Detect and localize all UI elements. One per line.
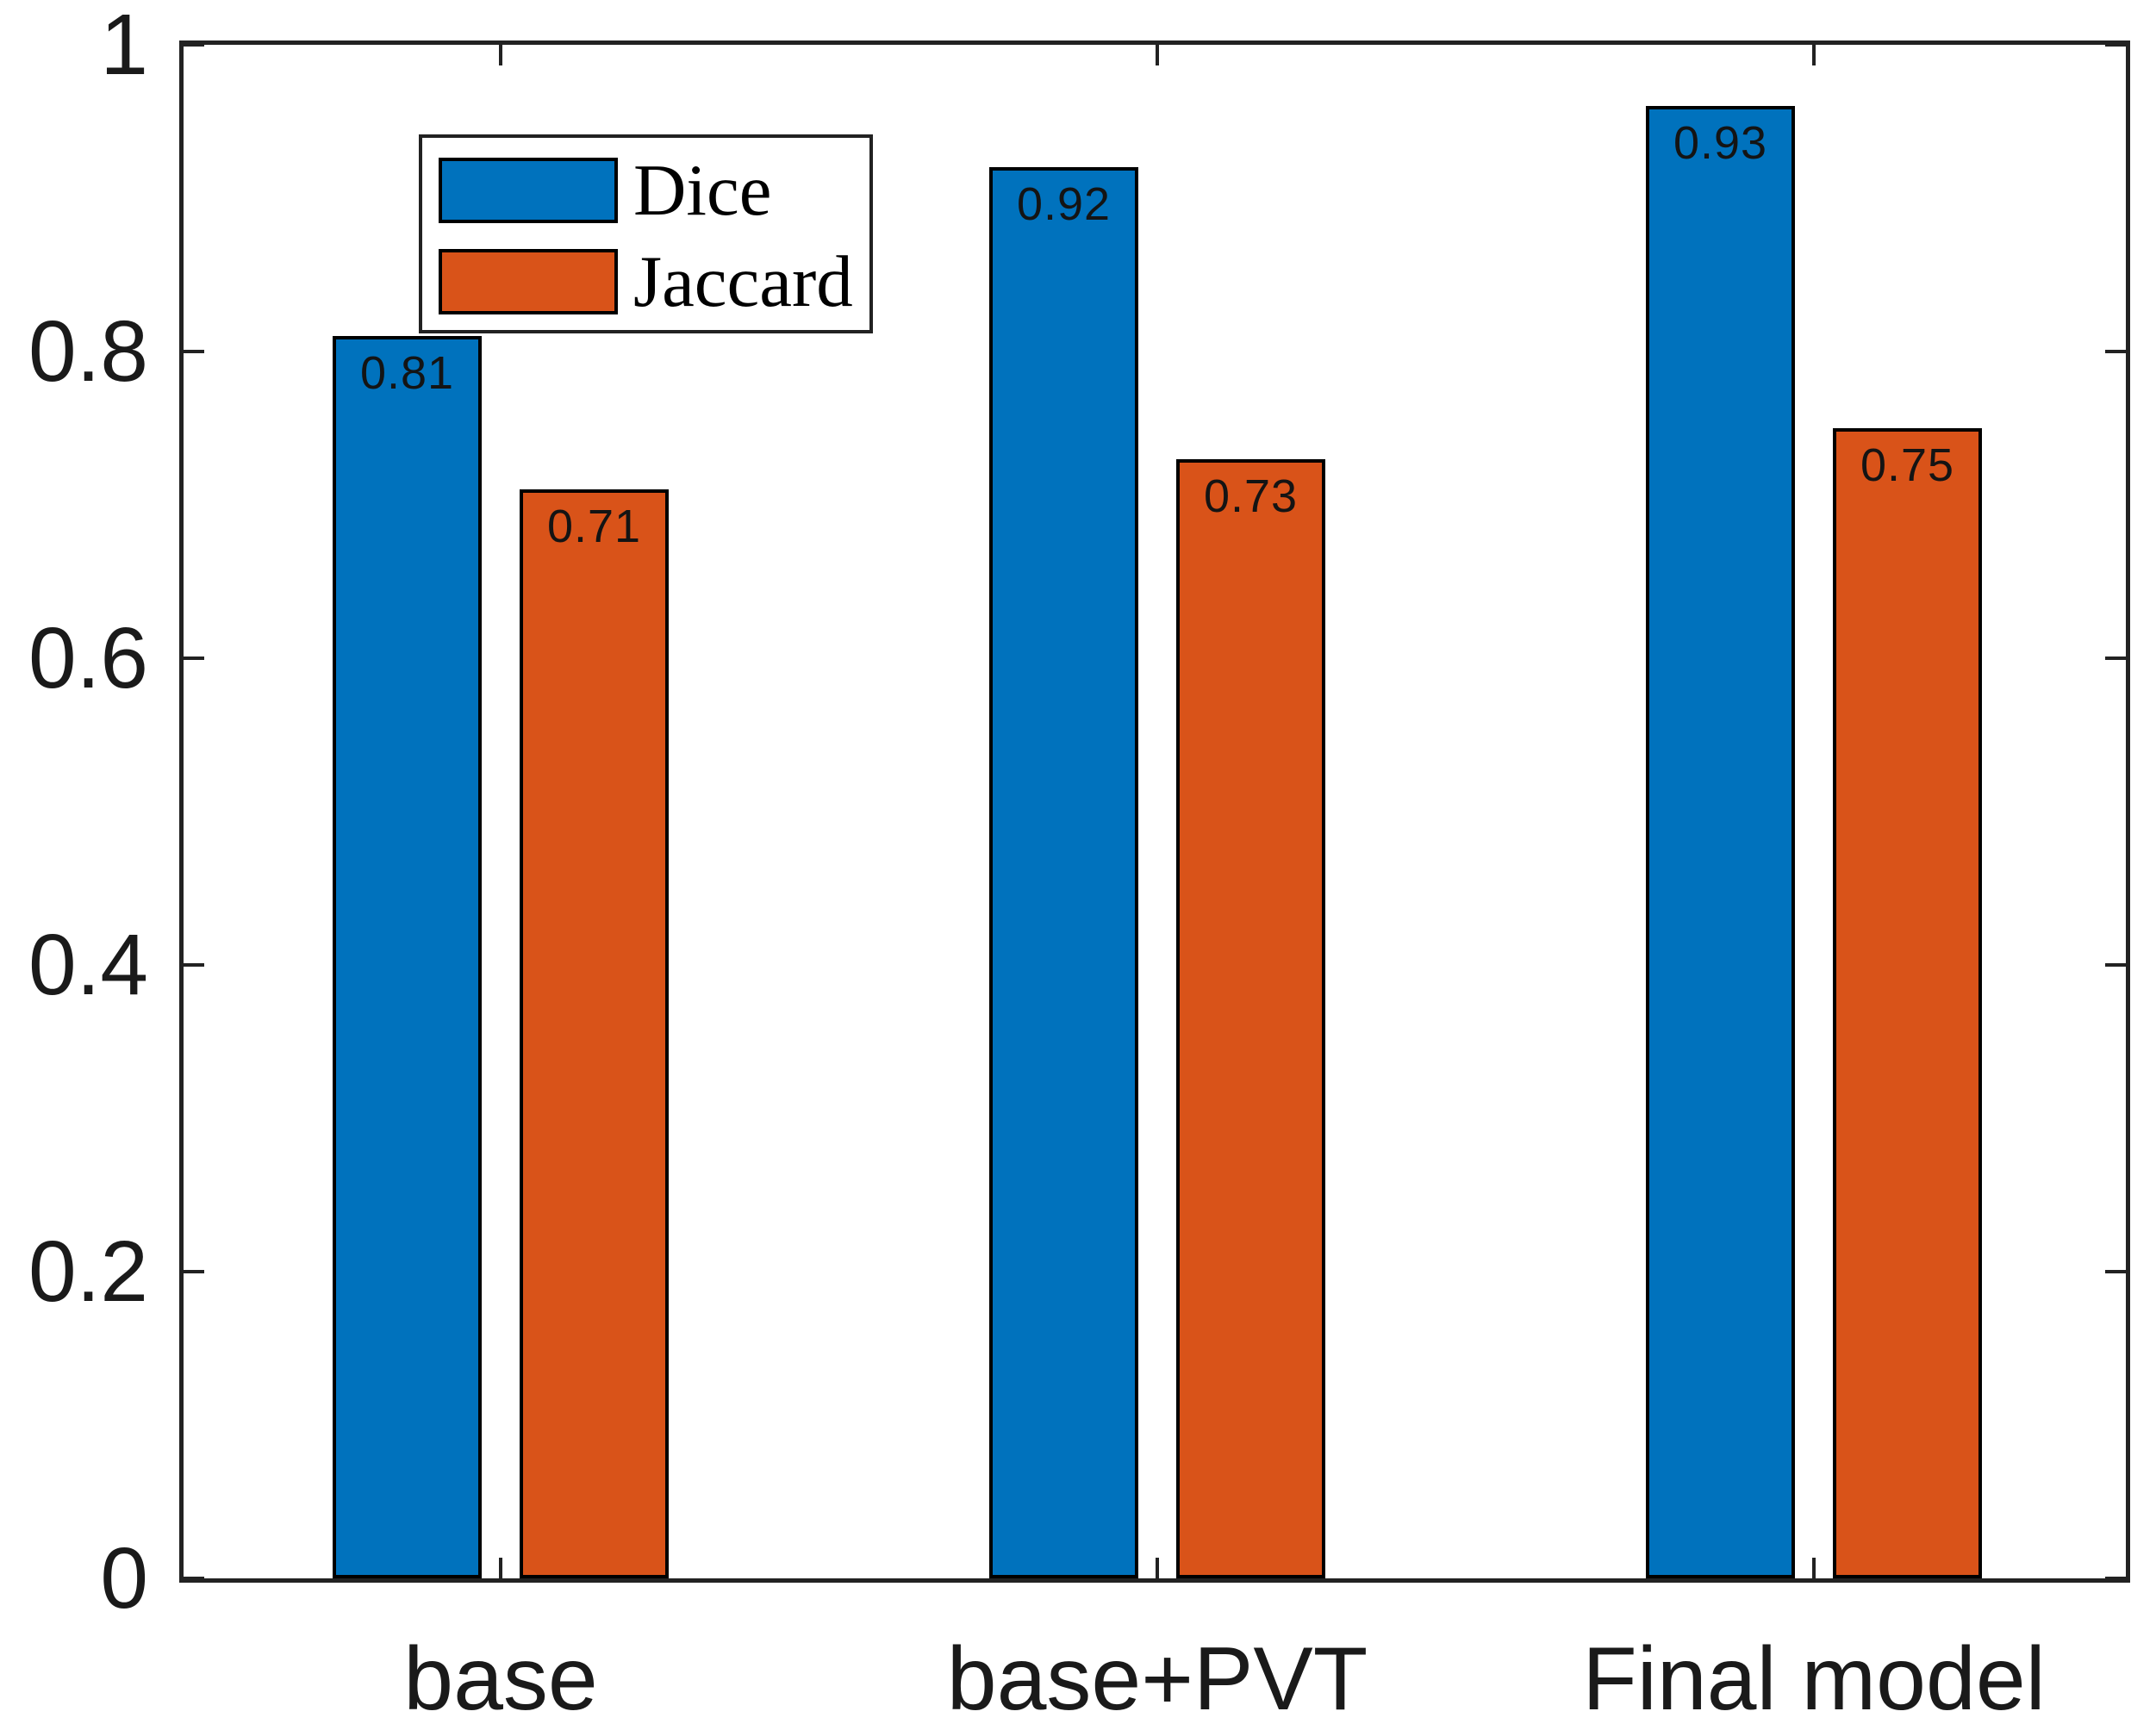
legend-label-jaccard: Jaccard <box>633 240 853 322</box>
bar-value-label: 0.73 <box>1203 470 1299 522</box>
bar-dice-base <box>333 336 482 1578</box>
y-tick-mark <box>2105 657 2126 660</box>
x-tick-mark <box>1156 1558 1159 1578</box>
x-tick-label-base-pvt: base+PVT <box>946 1629 1368 1729</box>
x-tick-label-final-model: Final model <box>1582 1629 2046 1729</box>
plot-area: Dice Jaccard 0.81 0.92 0.93 0.71 0.73 0.75 <box>179 40 2130 1583</box>
y-tick-mark <box>184 350 204 353</box>
y-tick-mark <box>2105 43 2126 47</box>
x-tick-mark <box>1156 45 1159 65</box>
bar-value-label: 0.75 <box>1860 439 1955 491</box>
bar-value-label: 0.92 <box>1016 178 1112 231</box>
bar-value-label: 0.93 <box>1673 117 1768 170</box>
y-tick-mark <box>184 1270 204 1273</box>
y-tick-mark <box>2105 1270 2126 1273</box>
bar-dice-final-model <box>1646 106 1795 1578</box>
y-tick-label: 0.6 <box>28 610 148 706</box>
x-tick-mark <box>1812 1558 1816 1578</box>
y-tick-mark <box>2105 350 2126 353</box>
y-tick-mark <box>2105 963 2126 967</box>
y-tick-label: 0.4 <box>28 917 148 1013</box>
x-tick-label-base: base <box>403 1629 598 1729</box>
legend-label-dice: Dice <box>633 149 772 231</box>
bar-dice-base-pvt <box>989 167 1138 1578</box>
legend-entry-jaccard: Jaccard <box>439 245 869 318</box>
y-tick-label: 0 <box>100 1530 148 1627</box>
x-tick-mark <box>499 1558 502 1578</box>
y-tick-label: 0.2 <box>28 1223 148 1320</box>
y-tick-mark <box>184 963 204 967</box>
bar-jaccard-base-pvt <box>1176 458 1325 1578</box>
dice-color-swatch <box>439 158 618 223</box>
bar-jaccard-final-model <box>1833 428 1982 1578</box>
bar-value-label: 0.81 <box>359 347 455 400</box>
bar-jaccard-base <box>520 489 669 1578</box>
y-tick-mark <box>2105 1577 2126 1580</box>
jaccard-color-swatch <box>439 249 618 314</box>
y-tick-label: 1 <box>100 0 148 93</box>
x-tick-mark <box>1812 45 1816 65</box>
legend: Dice Jaccard <box>419 134 873 333</box>
y-tick-mark <box>184 657 204 660</box>
y-tick-label: 0.8 <box>28 303 148 400</box>
y-tick-mark <box>184 43 204 47</box>
bar-value-label: 0.71 <box>546 501 642 553</box>
y-tick-mark <box>184 1577 204 1580</box>
x-tick-mark <box>499 45 502 65</box>
legend-entry-dice: Dice <box>439 149 869 231</box>
